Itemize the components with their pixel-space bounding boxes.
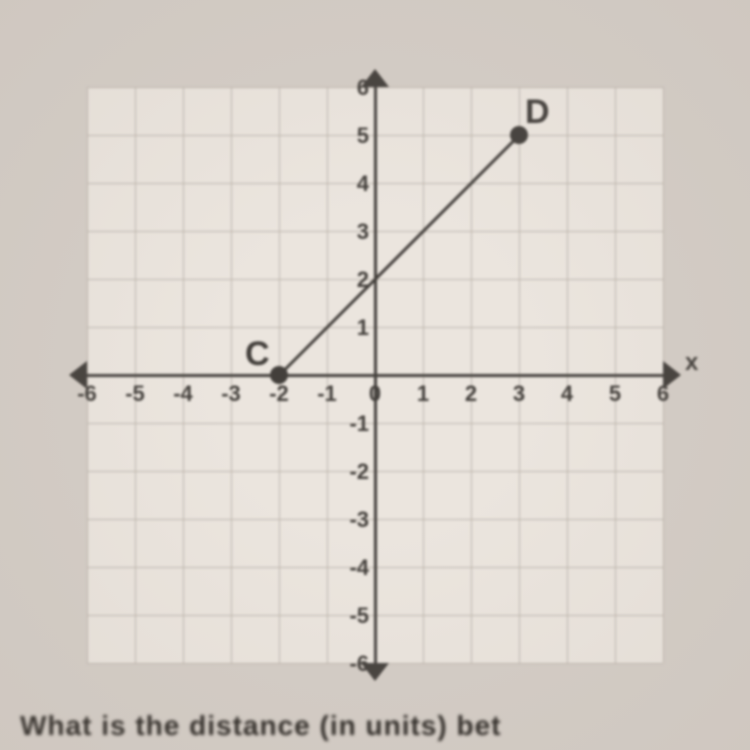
x-axis-label: x	[685, 349, 698, 377]
y-tick-label: -1	[333, 411, 369, 437]
point-label-C: C	[245, 335, 270, 374]
x-tick-label: 3	[501, 381, 537, 407]
point-label-D: D	[525, 93, 550, 132]
y-tick-label: 4	[333, 171, 369, 197]
y-tick-label: -4	[333, 555, 369, 581]
x-tick-label: -3	[213, 381, 249, 407]
x-tick-label: 0	[357, 381, 393, 407]
x-tick-label: 2	[453, 381, 489, 407]
x-tick-label: -6	[69, 381, 105, 407]
y-tick-label: 5	[333, 123, 369, 149]
y-tick-label: 6	[333, 75, 369, 101]
x-tick-label: -1	[309, 381, 345, 407]
x-tick-label: -2	[261, 381, 297, 407]
question-text-partial: What is the distance (in units) bet	[20, 710, 501, 742]
y-tick-label: -2	[333, 459, 369, 485]
segment-C-D	[278, 134, 520, 376]
coordinate-plane: -6-5-4-3-2-10123456-6-5-4-3-2-1123456CDx	[87, 87, 663, 663]
x-tick-label: 5	[597, 381, 633, 407]
x-tick-label: 1	[405, 381, 441, 407]
point-C	[270, 366, 288, 384]
y-axis	[374, 87, 377, 663]
y-tick-label: -5	[333, 603, 369, 629]
y-tick-label: -3	[333, 507, 369, 533]
x-tick-label: -4	[165, 381, 201, 407]
x-tick-label: 4	[549, 381, 585, 407]
x-tick-label: -5	[117, 381, 153, 407]
y-tick-label: 1	[333, 315, 369, 341]
plot-area: -6-5-4-3-2-10123456-6-5-4-3-2-1123456CDx	[87, 87, 663, 663]
y-tick-label: 3	[333, 219, 369, 245]
y-tick-label: -6	[333, 651, 369, 677]
x-tick-label: 6	[645, 381, 681, 407]
